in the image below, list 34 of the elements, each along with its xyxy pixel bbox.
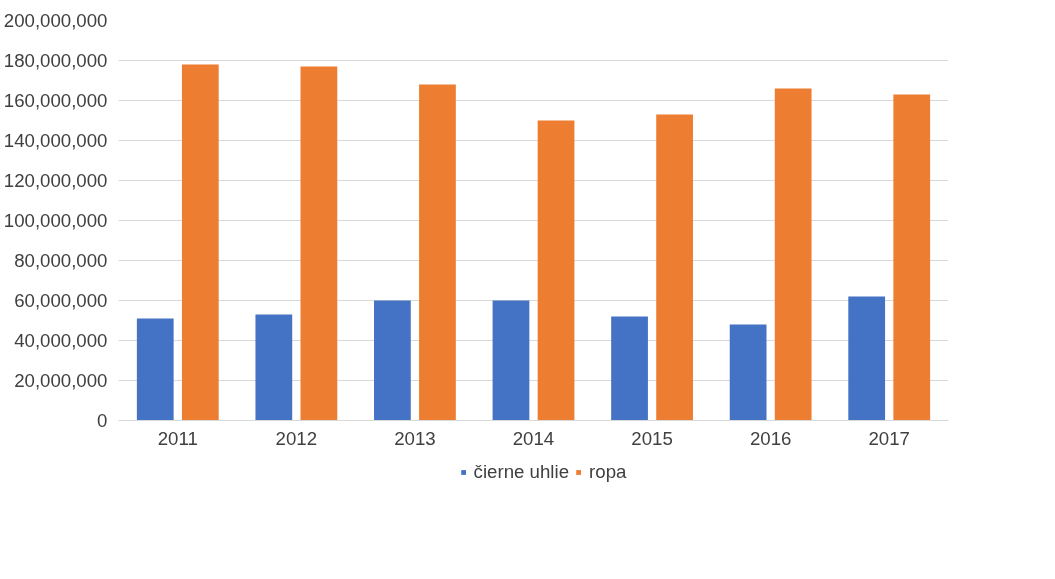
legend-label: ropa	[589, 461, 627, 483]
bar	[419, 84, 456, 421]
bar	[848, 296, 886, 421]
x-tick-label: 2011	[157, 427, 198, 449]
y-tick-label: 160,000,000	[3, 90, 108, 111]
y-tick-label: 60,000,000	[14, 290, 108, 311]
y-tick-label: 180,000,000	[3, 50, 108, 71]
bar	[136, 318, 174, 421]
bar	[374, 300, 411, 421]
bar	[893, 94, 931, 421]
bar	[300, 66, 338, 421]
bar	[255, 314, 293, 421]
y-tick-label: 40,000,000	[14, 330, 108, 351]
x-tick-label: 2017	[868, 427, 910, 449]
bar	[537, 120, 575, 421]
bar	[181, 64, 219, 421]
bar	[611, 316, 648, 421]
y-tick-label: 120,000,000	[3, 170, 108, 191]
bar	[492, 300, 530, 421]
y-tick-label: 200,000,000	[3, 10, 108, 31]
x-tick-label: 2015	[631, 427, 673, 449]
y-tick-label: 80,000,000	[14, 250, 108, 271]
x-tick-label: 2014	[512, 427, 555, 449]
bar	[774, 88, 812, 421]
y-tick-label: 100,000,000	[3, 210, 108, 231]
bar	[656, 114, 693, 421]
y-tick-label: 140,000,000	[3, 130, 108, 151]
legend-label: čierne uhlie	[473, 461, 570, 483]
x-tick-label: 2012	[275, 427, 318, 449]
y-tick-label: 20,000,000	[14, 370, 108, 391]
y-tick-label: 0	[97, 410, 108, 431]
x-tick-label: 2016	[749, 427, 792, 449]
x-tick-label: 2013	[394, 427, 436, 449]
bar	[729, 324, 767, 421]
